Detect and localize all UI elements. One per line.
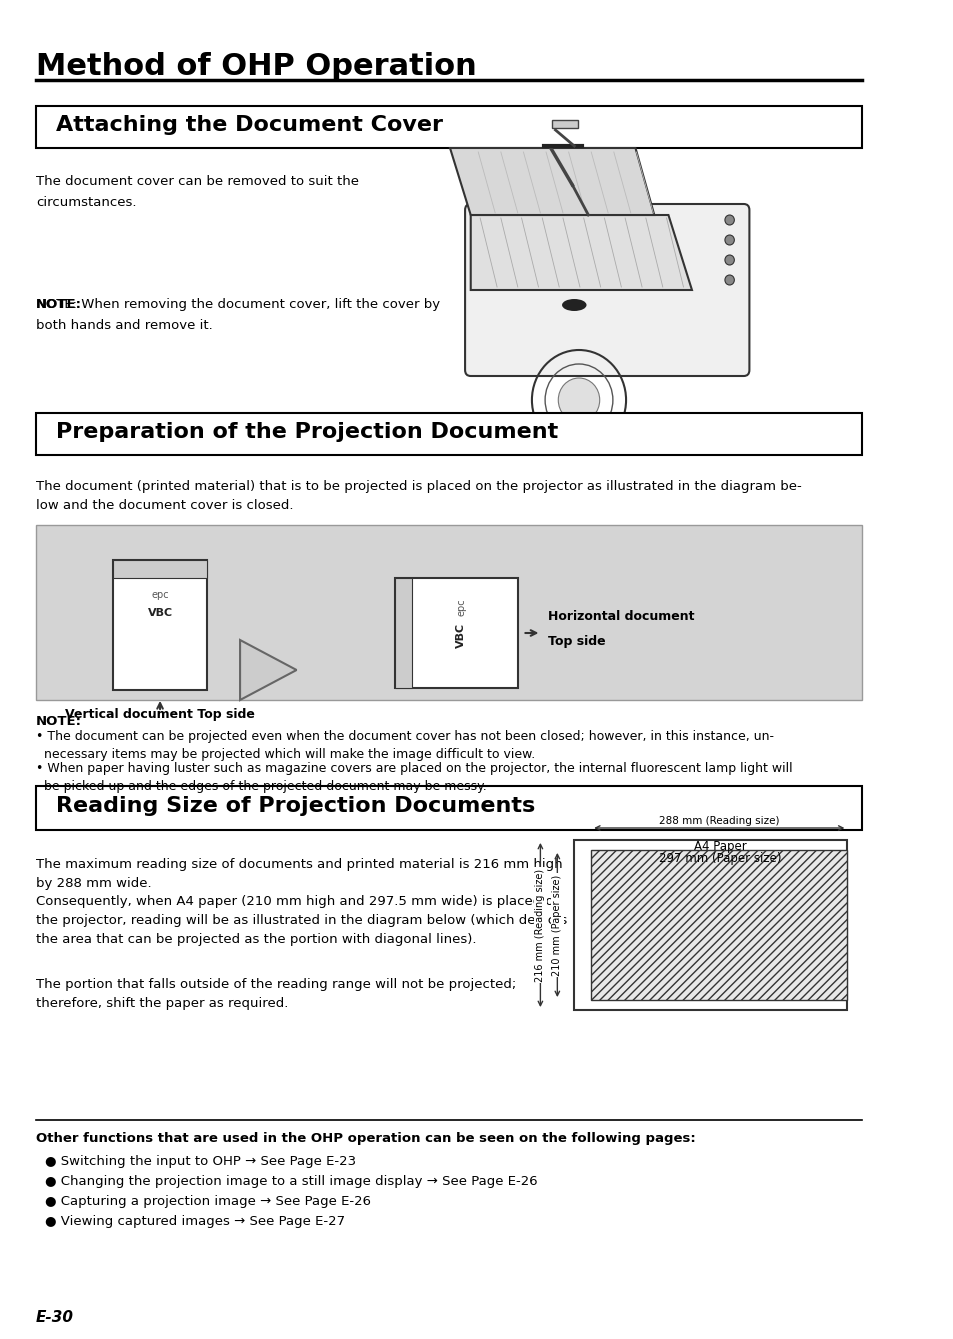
Text: ● Switching the input to OHP → See Page E-23: ● Switching the input to OHP → See Page … [45, 1156, 355, 1168]
Text: • The document can be projected even when the document cover has not been closed: • The document can be projected even whe… [36, 730, 773, 761]
FancyBboxPatch shape [36, 786, 862, 830]
Text: 288 mm (Reading size): 288 mm (Reading size) [659, 815, 779, 826]
Text: 216 mm (Reading size): 216 mm (Reading size) [535, 869, 545, 981]
Polygon shape [240, 640, 296, 700]
Text: Vertical document Top side: Vertical document Top side [65, 708, 254, 720]
Text: ● Viewing captured images → See Page E-27: ● Viewing captured images → See Page E-2… [45, 1214, 345, 1228]
Bar [395, 578, 412, 688]
Circle shape [724, 236, 734, 245]
FancyBboxPatch shape [36, 106, 862, 149]
Circle shape [724, 216, 734, 225]
Text: Method of OHP Operation: Method of OHP Operation [36, 52, 476, 80]
Circle shape [724, 254, 734, 265]
Bar [574, 840, 846, 1010]
Text: Consequently, when A4 paper (210 mm high and 297.5 mm wide) is placed on
the pro: Consequently, when A4 paper (210 mm high… [36, 894, 566, 945]
Text: epc: epc [152, 590, 169, 600]
Text: A4 Paper: A4 Paper [693, 840, 746, 853]
Bar [551, 121, 578, 129]
Circle shape [724, 274, 734, 285]
Circle shape [558, 378, 599, 422]
Text: The maximum reading size of documents and printed material is 216 mm high
by 288: The maximum reading size of documents an… [36, 858, 562, 890]
Text: Top side: Top side [547, 635, 605, 648]
Text: 210 mm (Paper size): 210 mm (Paper size) [552, 874, 561, 976]
Text: Reading Size of Projection Documents: Reading Size of Projection Documents [56, 795, 536, 815]
Bar [36, 525, 862, 700]
Text: • When paper having luster such as magazine covers are placed on the projector, : • When paper having luster such as magaz… [36, 762, 792, 793]
Bar [112, 560, 207, 690]
Polygon shape [470, 216, 691, 291]
Text: The document (printed material) that is to be projected is placed on the project: The document (printed material) that is … [36, 479, 801, 511]
Bar [395, 578, 517, 688]
FancyBboxPatch shape [465, 204, 749, 376]
Text: 297 mm (Paper size): 297 mm (Paper size) [659, 852, 781, 865]
Ellipse shape [561, 299, 586, 311]
Text: Other functions that are used in the OHP operation can be seen on the following : Other functions that are used in the OHP… [36, 1131, 695, 1145]
Text: NOTE: When removing the document cover, lift the cover by
both hands and remove : NOTE: When removing the document cover, … [36, 299, 439, 332]
Text: ● Changing the projection image to a still image display → See Page E-26: ● Changing the projection image to a sti… [45, 1176, 537, 1188]
Text: The document cover can be removed to suit the
circumstances.: The document cover can be removed to sui… [36, 175, 358, 209]
Polygon shape [450, 149, 654, 216]
Text: VBC: VBC [456, 623, 466, 648]
FancyBboxPatch shape [36, 412, 862, 455]
Text: epc: epc [456, 599, 466, 616]
Text: Horizontal document: Horizontal document [547, 611, 694, 623]
Text: VBC: VBC [148, 608, 172, 619]
Text: E-30: E-30 [36, 1310, 73, 1326]
Text: Attaching the Document Cover: Attaching the Document Cover [56, 115, 443, 135]
Text: NOTE:: NOTE: [36, 715, 82, 728]
Text: The portion that falls outside of the reading range will not be projected;
there: The portion that falls outside of the re… [36, 977, 516, 1010]
Text: Preparation of the Projection Document: Preparation of the Projection Document [56, 422, 558, 442]
Bar [591, 850, 846, 1000]
Text: NOTE:: NOTE: [36, 299, 82, 311]
Bar [112, 560, 207, 578]
Text: ● Capturing a projection image → See Page E-26: ● Capturing a projection image → See Pag… [45, 1194, 371, 1208]
